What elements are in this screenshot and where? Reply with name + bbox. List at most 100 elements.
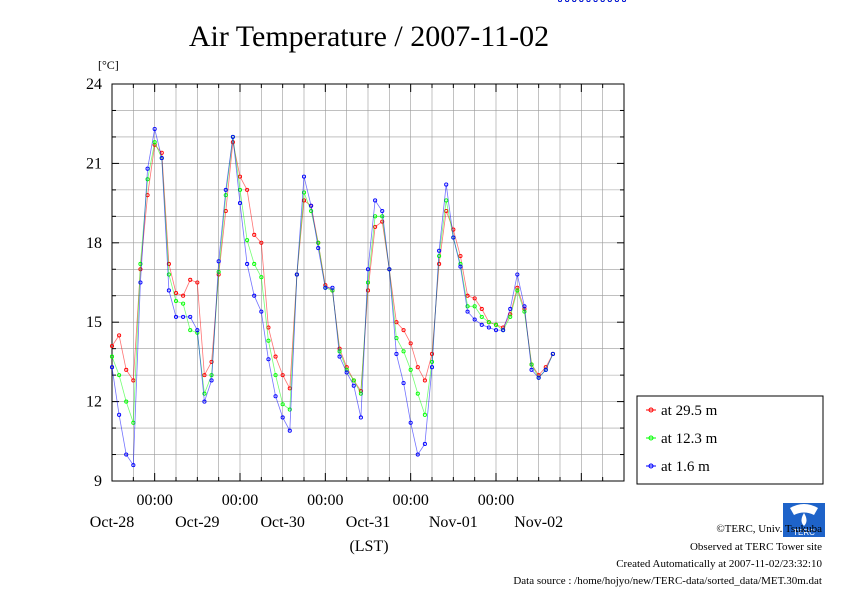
data-point: [117, 412, 122, 417]
data-point: [401, 328, 406, 333]
data-point: [124, 367, 129, 372]
data-point: [117, 333, 122, 338]
data-point: [181, 314, 186, 319]
data-point: [173, 314, 179, 319]
data-point: [166, 288, 171, 293]
data-point: [536, 375, 541, 380]
x-tick-label-date: Oct-28: [90, 514, 134, 531]
data-point: [401, 349, 406, 354]
x-tick-label-date: Nov-02: [514, 514, 563, 531]
data-point: [245, 261, 250, 267]
legend-box: [636, 395, 824, 485]
data-point: [145, 166, 150, 171]
data-point: [252, 261, 257, 267]
data-point: [565, 0, 570, 3]
data-point: [415, 365, 420, 370]
x-tick-label-date: Oct-30: [260, 514, 304, 531]
data-point: [422, 441, 427, 446]
data-point: [323, 285, 328, 290]
y-tick-label: 15: [86, 314, 102, 331]
data-point: [508, 314, 513, 319]
data-point: [472, 296, 477, 301]
data-point: [415, 452, 420, 457]
data-point: [237, 201, 243, 206]
data-point: [273, 394, 278, 399]
data-point: [437, 248, 442, 253]
data-point: [408, 341, 413, 346]
data-point: [109, 343, 115, 349]
data-point: [529, 367, 534, 372]
logo-text: TERC: [793, 528, 815, 537]
terc-logo: TERC: [783, 503, 825, 537]
data-point: [550, 351, 555, 357]
x-tick-label-date: Oct-31: [346, 514, 390, 531]
data-point: [173, 291, 179, 296]
data-point: [429, 365, 435, 370]
data-point: [422, 378, 427, 383]
data-point: [259, 240, 264, 245]
data-point: [479, 306, 484, 312]
logo-drop-icon: [801, 513, 807, 526]
data-point: [522, 304, 527, 309]
data-point: [408, 367, 413, 372]
data-point: [195, 280, 200, 285]
series-3: [109, 0, 627, 468]
y-tick-label: 12: [86, 394, 102, 411]
x-tick-label-date: Oct-29: [175, 514, 219, 531]
created-text: Created Automatically at 2007-11-02/23:3…: [616, 558, 822, 570]
data-point: [202, 399, 207, 404]
data-point: [202, 373, 207, 378]
data-point: [195, 328, 200, 333]
data-point: [358, 391, 363, 396]
data-point: [280, 402, 285, 407]
data-point: [109, 365, 115, 370]
data-point: [465, 309, 470, 314]
data-point: [486, 325, 491, 330]
source-text: Data source : /home/hojyo/new/TERC-data/…: [513, 575, 822, 587]
data-point: [344, 370, 349, 375]
data-point: [131, 463, 136, 468]
series-line: [111, 136, 554, 423]
data-point: [145, 177, 150, 182]
data-point: [614, 0, 619, 3]
data-point: [337, 354, 342, 359]
logo-wave-icon: [790, 504, 818, 515]
data-point: [188, 277, 193, 282]
data-point: [252, 293, 257, 298]
copyright-text: ©TERC, Univ. Tsukuba: [716, 523, 822, 535]
data-point: [394, 351, 399, 357]
data-point: [209, 359, 214, 364]
legend-swatch-marker: [648, 463, 654, 469]
data-point: [543, 367, 548, 372]
data-point: [294, 272, 299, 277]
y-tick-label: 9: [94, 473, 102, 490]
data-point: [465, 304, 470, 309]
data-point: [472, 317, 477, 322]
legend: at 29.5 m at 12.3 m at 1.6 m: [636, 395, 824, 485]
series-line: [111, 128, 554, 467]
data-point: [451, 235, 456, 240]
data-point: [415, 391, 420, 396]
data-point: [621, 0, 627, 3]
x-tick-label-time: 00:00: [392, 492, 428, 509]
data-point: [280, 415, 285, 420]
data-point: [316, 246, 321, 251]
y-tick-label: 21: [86, 155, 102, 172]
data-point: [159, 156, 164, 161]
data-point: [166, 272, 171, 277]
data-point: [515, 288, 520, 293]
data-point: [181, 293, 186, 298]
data-point: [365, 280, 371, 285]
data-point: [124, 399, 129, 404]
x-tick-label-date: Nov-01: [429, 514, 478, 531]
data-point: [202, 391, 207, 396]
data-point: [245, 238, 250, 243]
data-point: [373, 224, 378, 229]
data-point: [486, 320, 491, 325]
data-point: [458, 264, 463, 269]
data-point: [365, 267, 371, 272]
data-point: [245, 187, 250, 192]
data-point: [188, 314, 193, 319]
data-point: [493, 328, 499, 333]
